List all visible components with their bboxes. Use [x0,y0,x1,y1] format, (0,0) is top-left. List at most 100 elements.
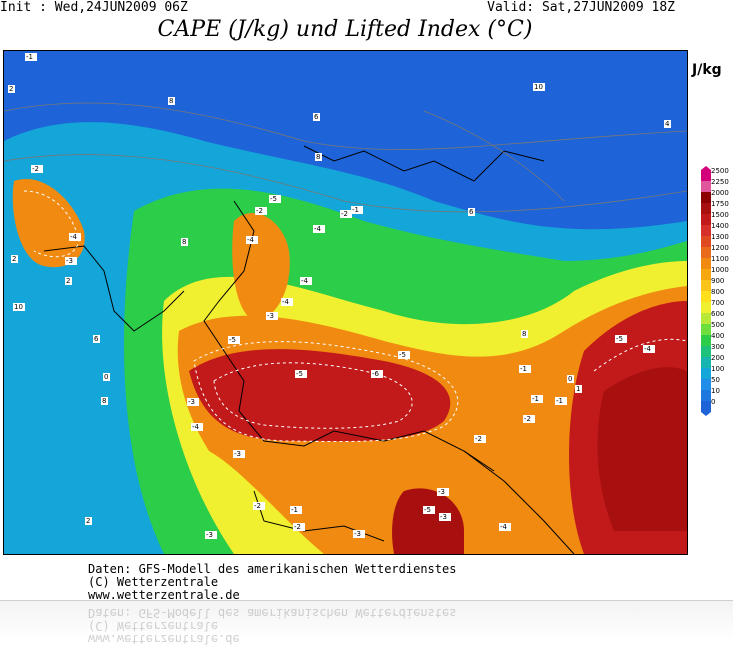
li-label-bg [423,506,435,514]
li-label: -4 [644,345,652,353]
scale-swatch-700 [701,302,711,313]
li-label-bg [353,530,365,538]
cape-map: -1 2 8 -2 -4 -3 10 2 8 6 8 -2 -4 -5 -3 -4 -5 -4 -5 -3 -4 -3 -2… [3,50,688,555]
li-label: -1 [520,365,527,373]
scale-swatch-50 [701,379,711,390]
li-label-bg [191,423,203,431]
scale-label-500: 500 [711,321,725,329]
li-label-bg [315,153,322,161]
li-label: 6 [314,113,319,121]
li-label-bg [567,375,574,383]
scale-swatch-300 [701,346,711,357]
scale-label-0: 0 [711,398,716,406]
li-label-bg [246,236,258,244]
li-label-bg [439,513,451,521]
li-label: -2 [294,523,301,531]
coastlines [43,145,575,554]
li-label-bg [269,195,281,203]
li-label: -3 [438,488,445,496]
credit-line-1: Daten: GFS-Modell des amerikanischen Wet… [88,562,457,576]
scale-label-50: 50 [711,376,720,384]
li-label-bg [615,335,627,343]
scale-label-1000: 1000 [711,266,729,274]
scale-swatch-2250 [701,181,711,192]
credit-line-2: (C) Wetterzentrale [88,575,219,589]
li-label: -2 [256,207,263,215]
scale-label-900: 900 [711,277,725,285]
valid-time: Valid: Sat,27JUN2009 18Z [487,0,675,15]
li-label: 6 [94,335,99,343]
scale-label-100: 100 [711,365,725,373]
scale-swatch-1400 [701,225,711,236]
li-label: -2 [32,165,39,173]
scale-label-400: 400 [711,332,725,340]
li-label-bg [468,208,475,216]
li-label: -3 [206,531,213,539]
li-label-bg [523,415,535,423]
scale-label-800: 800 [711,288,725,296]
li-label-bg [13,303,25,311]
li-label-bg [255,207,267,215]
scale-swatch-2000 [701,192,711,203]
li-label-bg [11,255,18,263]
li-label-bg [531,395,543,403]
scale-swatch-600 [701,313,711,324]
li-label-bg [313,113,320,121]
li-label-bg [101,397,108,405]
li-label: -2 [254,502,261,510]
scale-label-200: 200 [711,354,725,362]
li-label-bg [371,370,383,378]
li-label: -4 [192,423,200,431]
li-label-bg [340,210,352,218]
li-label: 6 [469,208,474,216]
map-title: CAPE (J/kg) und Lifted Index (°C) [157,17,533,42]
li-label: -3 [354,530,361,538]
scale-swatch-1100 [701,258,711,269]
li-label-bg [233,450,245,458]
li-label: -2 [524,415,531,423]
scale-label-600: 600 [711,310,725,318]
li-label: 8 [316,153,320,161]
li-label-bg [398,351,410,359]
li-label: -5 [229,336,236,344]
scale-label-1300: 1300 [711,233,729,241]
scale-swatch-0 [701,401,711,412]
li-label: 2 [9,85,13,93]
scale-swatch-100 [701,368,711,379]
li-label-bg [533,83,545,91]
li-label: -2 [341,210,348,218]
li-label: -1 [556,397,563,405]
li-label-bg [93,335,100,343]
scale-swatch-1300 [701,236,711,247]
scale-label-300: 300 [711,343,725,351]
li-label-bg [499,523,511,531]
li-label-bg [69,233,81,241]
legend-unit: J/kg [692,62,722,78]
li-label: 8 [102,397,106,405]
li-label: 8 [522,330,526,338]
init-time: Init : Wed,24JUN2009 06Z [0,0,188,15]
li-label-bg [253,502,265,510]
li-label-bg [300,277,312,285]
li-label: -3 [234,450,241,458]
scale-swatch-1200 [701,247,711,258]
li-label-bg [521,330,528,338]
reflect-line-2: (C) Wetterzentrale [88,619,219,633]
li-label-bg [103,373,110,381]
scale-swatch-400 [701,335,711,346]
li-label: -5 [270,195,277,203]
li-label-bg [519,365,531,373]
li-label-bg [8,85,15,93]
li-label-bg [295,370,307,378]
li-label-bg [555,397,567,405]
li-label: -6 [372,370,380,378]
scale-swatch-800 [701,291,711,302]
li-label-bg [31,165,43,173]
li-label: 0 [104,373,108,381]
scale-label-1100: 1100 [711,255,729,263]
li-label-bg [228,336,240,344]
li-label: -3 [66,257,73,265]
li-label: 2 [86,517,90,525]
color-scale [700,166,712,416]
li-label-bg [293,523,305,531]
